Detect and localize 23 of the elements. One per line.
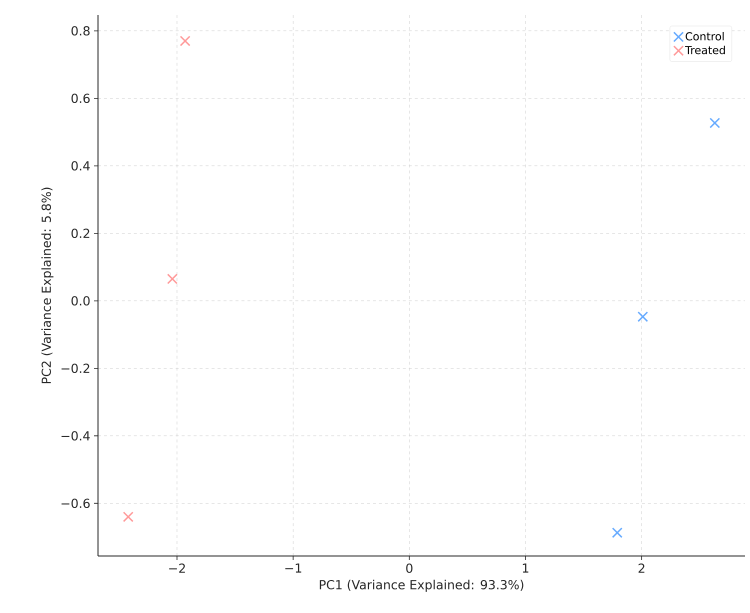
point	[122, 511, 134, 522]
point	[180, 36, 190, 46]
x-tick-label: 2	[638, 563, 644, 573]
y-tick-label: 0.6	[72, 94, 90, 104]
x-tick-label: −2	[169, 563, 185, 573]
y-tick-label: −0.2	[62, 364, 90, 374]
point	[612, 527, 623, 538]
y-axis-title: PC2 (Variance Explained: 5.8%)	[41, 188, 54, 384]
x-tick-label: 0	[406, 563, 412, 573]
x-tick-label: 1	[522, 564, 528, 573]
point	[709, 118, 720, 128]
y-tick-label: −0.6	[62, 498, 90, 508]
y-tick-label: 0.8	[72, 26, 90, 36]
x-tick-label: −1	[285, 564, 302, 573]
legend-label: Treated	[685, 46, 725, 54]
y-tick-label: −0.4	[62, 431, 90, 441]
point	[637, 311, 648, 322]
y-tick-label: 0.4	[72, 161, 90, 171]
y-tick-label: 0.2	[72, 228, 90, 238]
legend-label: Control	[686, 32, 724, 40]
y-tick-label: 0.0	[72, 296, 90, 306]
x-axis-title: PC1 (Variance Explained: 93.3%)	[320, 580, 524, 592]
point	[167, 274, 178, 284]
